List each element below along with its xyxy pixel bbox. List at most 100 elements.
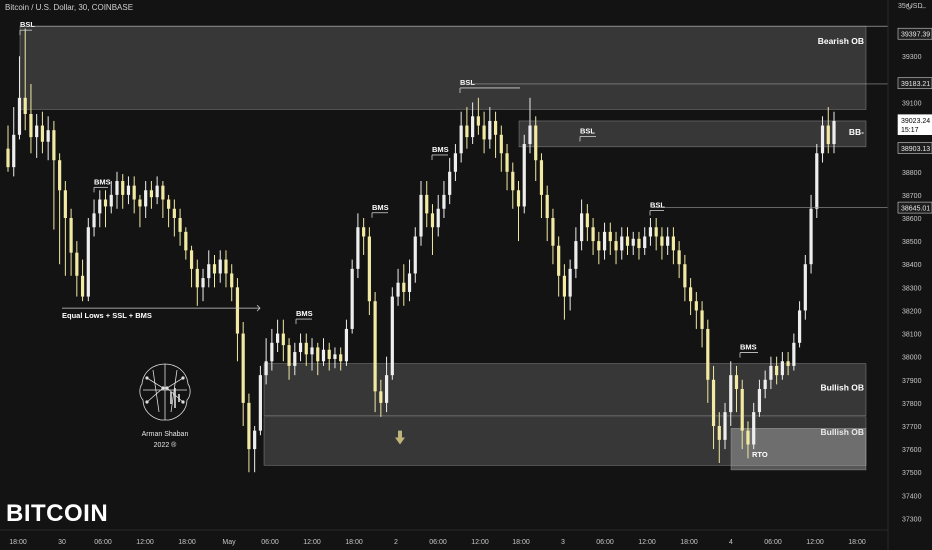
currency-code: USD xyxy=(907,3,923,10)
arrow-icon xyxy=(256,304,261,312)
candle-body xyxy=(442,194,446,209)
symbol-title[interactable]: Bitcoin / U.S. Dollar, 30, COINBASE xyxy=(5,3,134,12)
candle-body xyxy=(52,130,56,161)
price-tick: 39100 xyxy=(902,100,922,107)
candle-body xyxy=(809,208,813,265)
price-tick: 38000 xyxy=(902,355,922,362)
candle-body xyxy=(459,125,463,154)
candle-body xyxy=(534,125,538,161)
candle-body xyxy=(29,114,33,138)
zone-label: Bearish OB xyxy=(818,36,864,46)
zone-label: Bullish OB xyxy=(821,383,864,393)
candle-body xyxy=(660,236,664,246)
candle-body xyxy=(167,199,171,209)
candle-body xyxy=(482,125,486,140)
candle-body xyxy=(666,236,670,246)
currency-label: 35 USD xyxy=(898,3,923,10)
zone-label: Bullish OB xyxy=(821,427,864,437)
candle-body xyxy=(625,236,630,246)
candle-body xyxy=(465,125,469,138)
candle-body xyxy=(453,153,458,172)
candle-body xyxy=(287,345,291,366)
price-tick: 38400 xyxy=(902,262,922,269)
time-tick: 06:00 xyxy=(596,539,614,546)
annotations-layer: BSL BMS Equal Lows + SSL + BMS BMS BMS BMS BSL… xyxy=(19,20,888,459)
time-tick: 12:00 xyxy=(638,539,656,546)
price-label-box xyxy=(897,77,932,90)
candle-body xyxy=(327,349,331,359)
candle-body xyxy=(69,218,73,253)
candle-body xyxy=(545,194,549,218)
candle-body xyxy=(539,160,544,195)
candle-body xyxy=(476,116,480,126)
time-tick: 12:00 xyxy=(136,539,154,546)
candle-body xyxy=(740,389,744,431)
price-tick: 37300 xyxy=(902,516,922,523)
candle-body xyxy=(63,190,67,218)
price-tick: 37600 xyxy=(902,447,922,454)
price-tick: 38700 xyxy=(902,193,922,200)
price-tick: 38300 xyxy=(902,285,922,292)
candle-body xyxy=(551,218,555,246)
candle-body xyxy=(155,185,159,198)
candle-body xyxy=(499,134,503,154)
candle-body xyxy=(132,185,136,200)
annotation-label: BMS xyxy=(432,145,449,154)
candle-body xyxy=(608,231,612,242)
candle-body xyxy=(820,125,825,154)
candle-body xyxy=(6,148,10,168)
annotation-label: BSL xyxy=(580,126,595,135)
candle-body xyxy=(775,365,779,376)
candle-body xyxy=(46,130,50,142)
zone-2 xyxy=(518,120,867,148)
annotation-label: BSL xyxy=(650,200,665,209)
refresh-icon[interactable]: ↻ xyxy=(904,2,913,12)
candle-body xyxy=(247,402,251,450)
candle-body xyxy=(585,213,589,228)
candle-body xyxy=(562,275,567,297)
candle-body xyxy=(528,125,532,145)
time-tick: 06:00 xyxy=(261,539,279,546)
candle-body xyxy=(103,199,108,207)
price-tick: 38100 xyxy=(902,332,922,339)
candle-body xyxy=(683,264,687,288)
time-tick: 3 xyxy=(561,539,565,546)
candle-body xyxy=(763,379,767,390)
candle-body xyxy=(557,245,561,276)
candle-body xyxy=(144,190,148,207)
candle-body xyxy=(803,264,807,311)
candle-body xyxy=(149,190,154,198)
time-axis[interactable]: 18:00 30 06:00 12:00 18:00 May 06:00 12:00 18:00… xyxy=(0,529,888,546)
price-tick: 37700 xyxy=(902,424,922,431)
candle-body xyxy=(826,125,830,145)
currency-prefix: 35 xyxy=(898,3,906,10)
candle-body xyxy=(568,268,572,297)
annotation-label: BSL xyxy=(20,20,35,29)
time-tick: 18:00 xyxy=(512,539,530,546)
candle-body xyxy=(23,97,27,114)
brain-icon xyxy=(139,363,191,421)
candle-body xyxy=(35,125,39,138)
candle-body xyxy=(178,218,182,232)
candle-body xyxy=(746,430,750,445)
time-tick: 12:00 xyxy=(471,539,489,546)
candle-body xyxy=(86,227,90,297)
candle-body xyxy=(310,347,314,355)
candle-body xyxy=(407,273,412,292)
candle-body xyxy=(195,268,199,288)
candle-body xyxy=(230,273,234,288)
minimize-icon[interactable]: – xyxy=(920,2,926,12)
price-tick: 37500 xyxy=(902,470,922,477)
candle-body xyxy=(752,412,756,445)
candles-layer xyxy=(6,28,836,473)
candle-body xyxy=(688,287,693,302)
price-tick: 37400 xyxy=(902,493,922,500)
annotation-label: BMS xyxy=(372,203,389,212)
top-toolbar: ↻ – xyxy=(899,2,926,13)
candle-body xyxy=(574,241,578,269)
candle-body xyxy=(304,342,308,355)
candle-body xyxy=(12,134,16,168)
candle-body xyxy=(792,342,796,366)
time-tick: 18:00 xyxy=(9,539,27,546)
